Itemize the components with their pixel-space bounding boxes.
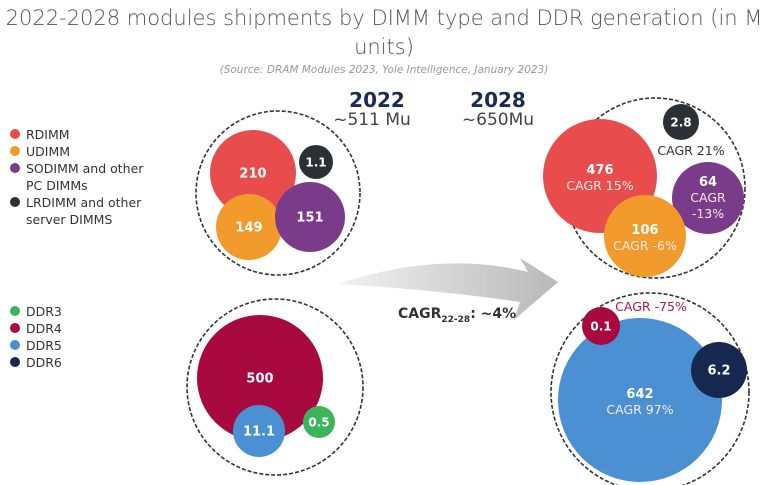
legend-item-ddr3: DDR3 [10,303,62,320]
bubble-dimm-2028-udimm [604,195,686,277]
value-label: 210 [239,167,266,182]
legend-dot [10,323,20,333]
chart-source: (Source: DRAM Modules 2023, Yole Intelli… [219,64,549,76]
legend-dot [10,306,20,316]
legend-dot [10,129,20,139]
bubble-ddr-2022-ddr3 [303,406,335,438]
bubble-ddr-2022-ddr5 [233,405,285,457]
value-label: 6.2 [707,364,730,379]
cagr-label: CAGR 97% [606,402,673,417]
value-label: 642 [626,387,653,402]
legend-dot [10,357,20,367]
cagr-label: CAGR -6% [613,238,677,253]
year-2028-label: 2028 [470,88,526,112]
total-2022-label: ~511 Mu [333,110,411,130]
value-label: 151 [296,211,323,226]
bubble-ddr-2028-ddr4 [582,307,620,345]
legend-item-ddr4: DDR4 [10,320,62,337]
legend-item-lrdimm: LRDIMM and other [10,194,143,211]
cagr-label: CAGR -75% [615,299,687,314]
bubble-dimm-2028-lrdimm [663,104,699,140]
cagr-label: CAGR 21% [657,143,724,158]
legend-item-rdimm: RDIMM [10,126,143,143]
value-label: 149 [235,221,262,236]
value-label: 2.8 [670,116,691,130]
group-outline-dimm-2022 [195,110,361,276]
bubble-dimm-2022-lrdimm [299,145,333,179]
legend-dot [10,197,20,207]
bubble-dimm-2022-rdimm [210,130,296,216]
group-outline-ddr-2028 [550,292,750,485]
year-2022-label: 2022 [349,88,405,112]
bubble-ddr-2022-ddr4 [197,315,323,441]
legend-label: UDIMM [26,144,71,159]
bubble-dimm-2028-sodimm [672,162,744,234]
legend-label: PC DIMMs [26,178,88,193]
legend-label: SODIMM and other [26,161,144,176]
group-outline-ddr-2022 [186,298,364,476]
legend-label: LRDIMM and other [26,195,142,210]
value-label: 500 [246,372,273,387]
cagr-label: -13% [692,206,724,221]
value-label: 476 [586,163,613,178]
value-label: 106 [631,223,658,238]
legend-item-ddr5: DDR5 [10,337,62,354]
legend-dot [10,340,20,350]
legend-dot [10,163,20,173]
legend-item-sodimm: SODIMM and other [10,160,143,177]
value-label: 0.5 [308,416,329,430]
bubble-ddr-2028-ddr5 [558,318,722,482]
value-label: 1.1 [305,156,326,170]
value-label: 11.1 [243,425,275,440]
legend-label: DDR3 [26,304,62,319]
legend-label: DDR5 [26,338,62,353]
bubble-dimm-2022-sodimm [275,182,345,252]
bubble-ddr-2028-ddr6 [691,342,747,398]
legend-label: server DIMMS [26,212,113,227]
legend-item-ddr6: DDR6 [10,354,62,371]
growth-cagr-label: CAGR22-28: ~4% [398,306,516,325]
bubble-dimm-2022-udimm [216,194,282,260]
legend-label: DDR6 [26,355,62,370]
legend-ddr: DDR3 DDR4 DDR5 DDR6 [10,303,62,371]
cagr-label: CAGR 15% [566,178,633,193]
chart-title: 2022-2028 modules shipments by DIMM type… [5,6,763,59]
value-label: 64 [699,175,717,190]
growth-arrow [338,258,558,320]
legend-label: DDR4 [26,321,62,336]
value-label: 0.1 [590,320,611,334]
cagr-label: CAGR [690,190,726,205]
total-2028-label: ~650Mu [461,110,535,130]
legend-item-udimm: UDIMM [10,143,143,160]
legend-dimm: RDIMM UDIMM SODIMM and other PC DIMMs LR… [10,126,143,228]
legend-dot [10,146,20,156]
legend-label: RDIMM [26,127,70,142]
